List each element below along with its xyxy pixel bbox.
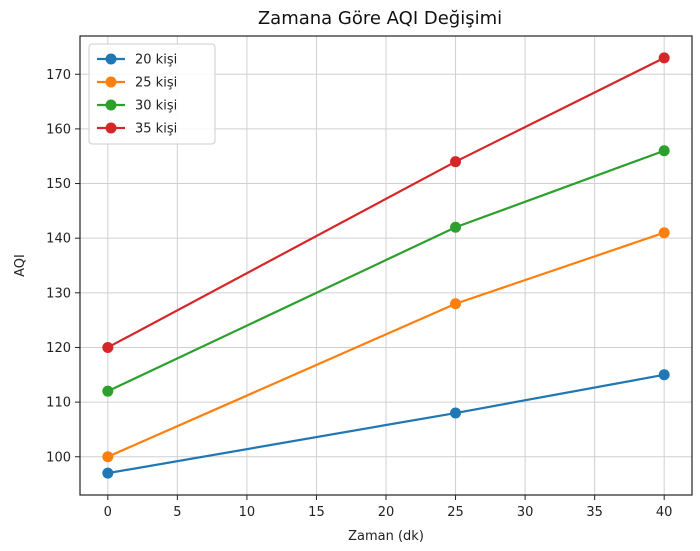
legend-item: 20 kişi <box>97 53 177 68</box>
y-tick-label: 140 <box>46 232 71 247</box>
legend-marker <box>105 53 117 65</box>
y-tick-label: 170 <box>46 68 71 83</box>
data-point <box>658 369 670 381</box>
legend: 20 kişi 25 kişi 30 kişi 35 kişi <box>88 43 216 145</box>
y-axis-ticks: 100 110 120 130 140 150 160 170 <box>46 68 80 465</box>
data-point <box>102 385 114 397</box>
data-point <box>450 407 462 419</box>
series-3 <box>102 52 670 353</box>
legend-item: 25 kişi <box>97 76 177 91</box>
legend-label: 30 kişi <box>135 99 177 114</box>
data-point <box>102 467 114 479</box>
legend-marker <box>105 122 117 134</box>
data-point <box>450 298 462 310</box>
legend-marker <box>105 76 117 88</box>
x-tick-label: 5 <box>173 505 181 520</box>
data-point <box>658 145 670 157</box>
x-axis-label: Zaman (dk) <box>348 529 424 544</box>
legend-label: 35 kişi <box>135 122 177 137</box>
x-tick-label: 0 <box>104 505 112 520</box>
legend-item: 35 kişi <box>97 122 177 137</box>
x-tick-label: 35 <box>586 505 603 520</box>
y-tick-label: 150 <box>46 177 71 192</box>
chart-title: Zamana Göre AQI Değişimi <box>258 8 502 29</box>
data-point <box>102 451 114 463</box>
x-axis-ticks: 0 5 10 15 20 25 30 35 40 <box>104 495 673 520</box>
x-tick-label: 25 <box>447 505 464 520</box>
data-point <box>450 221 462 233</box>
legend-box <box>88 43 216 145</box>
y-tick-label: 160 <box>46 122 71 137</box>
series-0 <box>102 369 670 479</box>
y-tick-label: 110 <box>46 396 71 411</box>
series-1 <box>102 227 670 463</box>
y-tick-label: 120 <box>46 341 71 356</box>
x-tick-label: 20 <box>378 505 395 520</box>
x-tick-label: 15 <box>308 505 325 520</box>
data-point <box>658 52 670 64</box>
legend-marker <box>105 99 117 111</box>
y-tick-label: 130 <box>46 286 71 301</box>
data-point <box>450 156 462 168</box>
y-tick-label: 100 <box>46 450 71 465</box>
data-point <box>658 227 670 239</box>
x-tick-label: 10 <box>239 505 256 520</box>
y-axis-label: AQI <box>13 254 28 277</box>
x-tick-label: 30 <box>517 505 534 520</box>
legend-label: 25 kişi <box>135 76 177 91</box>
legend-label: 20 kişi <box>135 53 177 68</box>
grid-lines <box>80 36 692 495</box>
x-tick-label: 40 <box>656 505 673 520</box>
series-2 <box>102 145 670 397</box>
legend-item: 30 kişi <box>97 99 177 114</box>
data-point <box>102 341 114 353</box>
series-layer <box>102 52 670 479</box>
